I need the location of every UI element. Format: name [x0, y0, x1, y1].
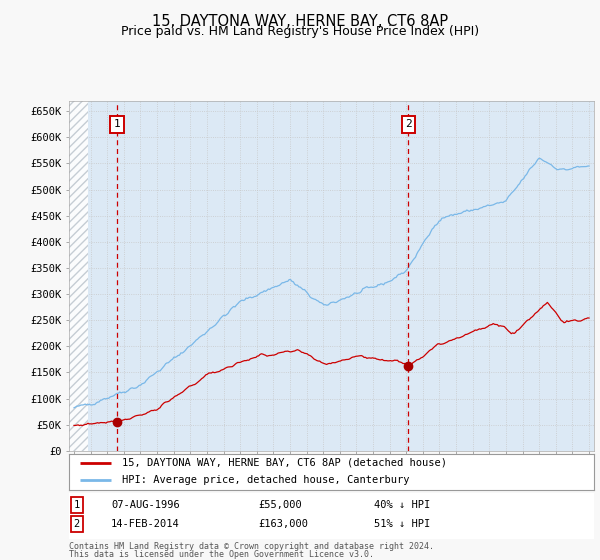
Text: £55,000: £55,000 — [258, 500, 302, 510]
Text: 2: 2 — [405, 119, 412, 129]
Text: 2: 2 — [74, 519, 80, 529]
Text: 14-FEB-2014: 14-FEB-2014 — [111, 519, 180, 529]
Text: 1: 1 — [74, 500, 80, 510]
Text: 15, DAYTONA WAY, HERNE BAY, CT6 8AP: 15, DAYTONA WAY, HERNE BAY, CT6 8AP — [152, 14, 448, 29]
Text: 40% ↓ HPI: 40% ↓ HPI — [373, 500, 430, 510]
Text: £163,000: £163,000 — [258, 519, 308, 529]
Text: 1: 1 — [113, 119, 121, 129]
Text: 07-AUG-1996: 07-AUG-1996 — [111, 500, 180, 510]
Text: 15, DAYTONA WAY, HERNE BAY, CT6 8AP (detached house): 15, DAYTONA WAY, HERNE BAY, CT6 8AP (det… — [121, 458, 446, 468]
Text: Price paid vs. HM Land Registry's House Price Index (HPI): Price paid vs. HM Land Registry's House … — [121, 25, 479, 38]
Text: 51% ↓ HPI: 51% ↓ HPI — [373, 519, 430, 529]
Text: HPI: Average price, detached house, Canterbury: HPI: Average price, detached house, Cant… — [121, 475, 409, 485]
Bar — [69, 101, 88, 451]
Text: This data is licensed under the Open Government Licence v3.0.: This data is licensed under the Open Gov… — [69, 550, 374, 559]
Text: Contains HM Land Registry data © Crown copyright and database right 2024.: Contains HM Land Registry data © Crown c… — [69, 542, 434, 550]
